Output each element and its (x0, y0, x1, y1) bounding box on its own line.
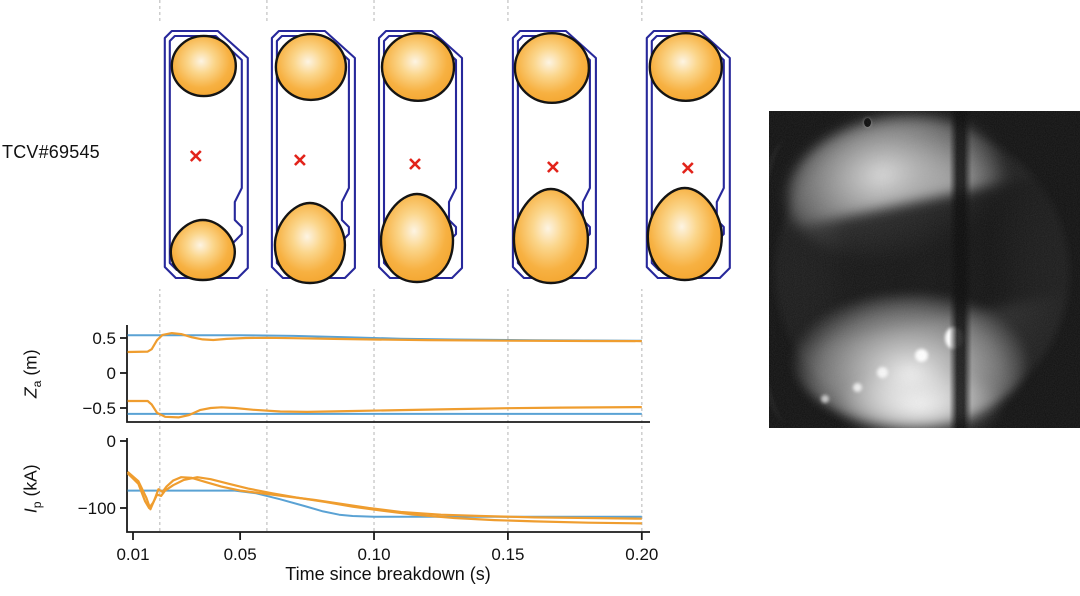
za-ytick-label: −0.5 (82, 399, 116, 418)
camera-image (769, 111, 1080, 428)
vessel-panel (157, 22, 257, 289)
ip-ytick-label: −100 (78, 499, 116, 518)
vessel-inner-wall (168, 34, 243, 272)
bright-spot (853, 383, 862, 392)
vessel-panel (372, 22, 471, 289)
za-unit: (m) (20, 349, 41, 381)
ip-plot: 0 −100 0.01 0.05 0.10 0.15 0.20 (78, 432, 659, 564)
ip-symbol: I (20, 508, 41, 514)
plasma-blob-top (513, 32, 591, 104)
vessel-panel (505, 22, 605, 289)
port-speck (864, 118, 871, 127)
ip-series-lower-plasma-current (126, 472, 642, 525)
za-axes-spines (126, 325, 650, 423)
plasma-blob-bottom (379, 192, 455, 284)
bright-spot (877, 367, 888, 378)
ip-axis-title: Ip (kA) (20, 447, 44, 531)
za-ytick-label: 0.5 (92, 329, 116, 348)
za-series-lower-plasma-measured (127, 399, 642, 419)
ip-xtick-label: 0.10 (357, 545, 390, 564)
plasma-blob-top (170, 34, 238, 98)
bright-spot (821, 395, 829, 403)
plasma-blob-top (274, 32, 348, 102)
vessel-outer-wall (163, 29, 249, 280)
plasma-blob-bottom (273, 201, 347, 285)
ip-xtick-label: 0.01 (116, 545, 149, 564)
vessel-panel (639, 22, 739, 289)
magnetic-axis-cross (681, 162, 694, 174)
plasma-blob-bottom (512, 187, 590, 285)
za-symbol: Z (20, 387, 41, 399)
ip-ytick-label: 0 (107, 432, 116, 451)
ip-xtick-label: 0.15 (491, 545, 524, 564)
vessel-panel (264, 22, 364, 289)
ip-axes-spines (126, 438, 650, 533)
ip-series-current-reference (127, 489, 642, 518)
vessel-inner-wall (650, 34, 725, 272)
plasma-blob-top (648, 31, 723, 103)
magnetic-axis-cross (546, 161, 559, 173)
vessel-inner-wall (382, 34, 458, 272)
central-column-shadow (949, 111, 972, 428)
ip-xtick-label: 0.05 (224, 545, 257, 564)
plasma-blob-bottom (646, 186, 723, 282)
plasma-blob-bottom (169, 218, 237, 282)
vessel-inner-wall (275, 34, 350, 272)
x-axis-title: Time since breakdown (s) (285, 564, 491, 584)
za-subscript: a (29, 380, 44, 388)
bright-spot (915, 349, 928, 362)
za-series-upper-plasma-measured (127, 332, 642, 354)
za-plot: 0.5 0 −0.5 (82, 325, 650, 423)
plasma-blob-top (380, 31, 456, 103)
magnetic-axis-cross (293, 154, 306, 166)
magnetic-axis-cross (189, 150, 202, 162)
ip-subscript: p (29, 501, 44, 509)
za-axis-title: Za (m) (20, 332, 44, 416)
za-ytick-label: 0 (107, 364, 116, 383)
ip-unit: (kA) (20, 464, 41, 502)
ip-xtick-label: 0.20 (625, 545, 658, 564)
magnetic-axis-cross (409, 158, 421, 170)
shot-label: TCV#69545 (2, 142, 100, 162)
